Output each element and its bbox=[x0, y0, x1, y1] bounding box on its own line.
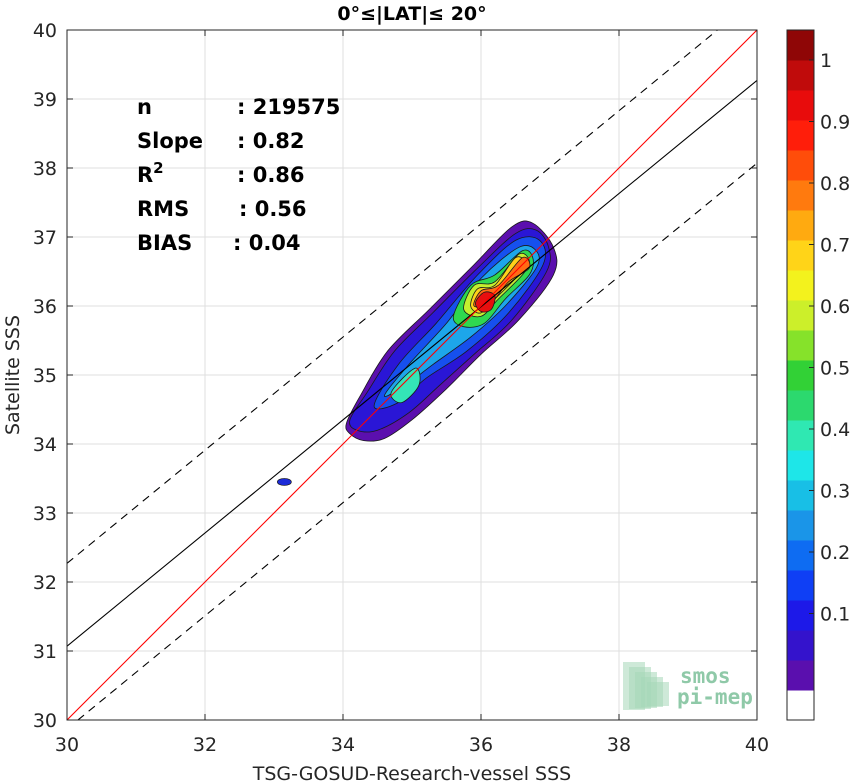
stat-value: : 0.56 bbox=[239, 197, 307, 221]
colorbar-segment bbox=[787, 600, 814, 631]
y-axis-ticks: 30 31 32 33 34 35 36 37 38 39 40 bbox=[33, 20, 757, 732]
y-tick-label: 30 bbox=[33, 710, 57, 732]
stat-label: RMS bbox=[137, 197, 189, 221]
colorbar-segment bbox=[787, 240, 814, 271]
x-tick-label: 32 bbox=[193, 734, 217, 756]
colorbar-tick-label: 0.8 bbox=[820, 173, 850, 195]
colorbar-segment bbox=[787, 360, 814, 391]
colorbar-tick-label: 0.3 bbox=[820, 481, 850, 503]
colorbar-tick-label: 0.4 bbox=[820, 419, 850, 441]
colorbar-segment bbox=[787, 60, 814, 91]
x-tick-label: 40 bbox=[745, 734, 769, 756]
colorbar-tick-label: 0.5 bbox=[820, 358, 850, 380]
identity-line bbox=[67, 30, 757, 720]
colorbar-frame bbox=[786, 29, 815, 721]
x-tick-label: 30 bbox=[55, 734, 79, 756]
y-axis-label: Satellite SSS bbox=[2, 315, 24, 435]
colorbar-segment bbox=[787, 630, 814, 661]
stat-value: : 0.82 bbox=[237, 129, 305, 153]
grid-lines bbox=[66, 29, 758, 721]
stat-value: : 0.04 bbox=[233, 231, 301, 255]
chart-title: 0°≤|LAT|≤ 20° bbox=[337, 3, 486, 25]
colorbar-segment bbox=[787, 120, 814, 151]
x-axis-ticks: 30 32 34 36 38 40 bbox=[55, 30, 769, 756]
stat-label: n bbox=[137, 95, 152, 119]
y-tick-label: 40 bbox=[33, 20, 57, 42]
y-tick-label: 32 bbox=[33, 572, 57, 594]
colorbar-tick-label: 0.1 bbox=[820, 604, 850, 626]
colorbar-segment bbox=[787, 480, 814, 511]
colorbar-segment bbox=[787, 570, 814, 601]
colorbar-tick-label: 0.9 bbox=[820, 112, 850, 134]
colorbar-tick-label: 0.6 bbox=[820, 296, 850, 318]
colorbar-tick-label: 1 bbox=[820, 50, 832, 72]
colorbar-segment bbox=[787, 540, 814, 571]
colorbar-segment bbox=[787, 450, 814, 481]
x-tick-label: 34 bbox=[331, 734, 355, 756]
x-axis-label: TSG-GOSUD-Research-vessel SSS bbox=[252, 763, 572, 784]
colorbar-segment bbox=[787, 210, 814, 241]
colorbar-segment bbox=[787, 330, 814, 361]
y-tick-label: 35 bbox=[33, 365, 57, 387]
colorbar-segment bbox=[787, 180, 814, 211]
y-tick-label: 37 bbox=[33, 227, 57, 249]
y-tick-label: 36 bbox=[33, 296, 57, 318]
colorbar-segment bbox=[787, 510, 814, 541]
colorbar-segment bbox=[787, 150, 814, 181]
x-tick-label: 36 bbox=[469, 734, 493, 756]
y-tick-label: 34 bbox=[33, 434, 57, 456]
colorbar-segment bbox=[787, 690, 814, 721]
y-tick-label: 33 bbox=[33, 503, 57, 525]
colorbar-segment bbox=[787, 270, 814, 301]
stat-label: Slope bbox=[137, 129, 203, 153]
colorbar-tick-label: 0.7 bbox=[820, 235, 850, 257]
colorbar-segment bbox=[787, 390, 814, 421]
colorbar-segment bbox=[787, 660, 814, 691]
stat-label: BIAS bbox=[137, 231, 192, 255]
stat-value: : 219575 bbox=[237, 95, 340, 119]
logo-text-pimep: pi-mep bbox=[677, 685, 753, 709]
colorbar-segment bbox=[787, 420, 814, 451]
y-tick-label: 38 bbox=[33, 158, 57, 180]
logo-text-smos: smos bbox=[680, 664, 731, 688]
regression-line bbox=[67, 79, 757, 647]
logo-wave-mark bbox=[647, 682, 669, 706]
colorbar-segment bbox=[787, 90, 814, 121]
outlier-contour bbox=[277, 478, 292, 486]
colorbar-tick-label: 0.2 bbox=[820, 542, 850, 564]
lower-dashed-line bbox=[77, 162, 757, 720]
colorbar: 0.1 0.2 0.3 0.4 0.5 0.6 0.7 0.8 0.9 1 bbox=[786, 29, 850, 721]
y-tick-label: 39 bbox=[33, 89, 57, 111]
contour-level-0.45 bbox=[390, 367, 421, 404]
stat-value: : 0.86 bbox=[237, 163, 305, 187]
x-tick-label: 38 bbox=[607, 734, 631, 756]
colorbar-segment bbox=[787, 30, 814, 61]
reference-lines bbox=[67, 30, 757, 720]
y-tick-label: 31 bbox=[33, 641, 57, 663]
upper-dashed-line bbox=[67, 30, 719, 564]
colorbar-segment bbox=[787, 300, 814, 331]
